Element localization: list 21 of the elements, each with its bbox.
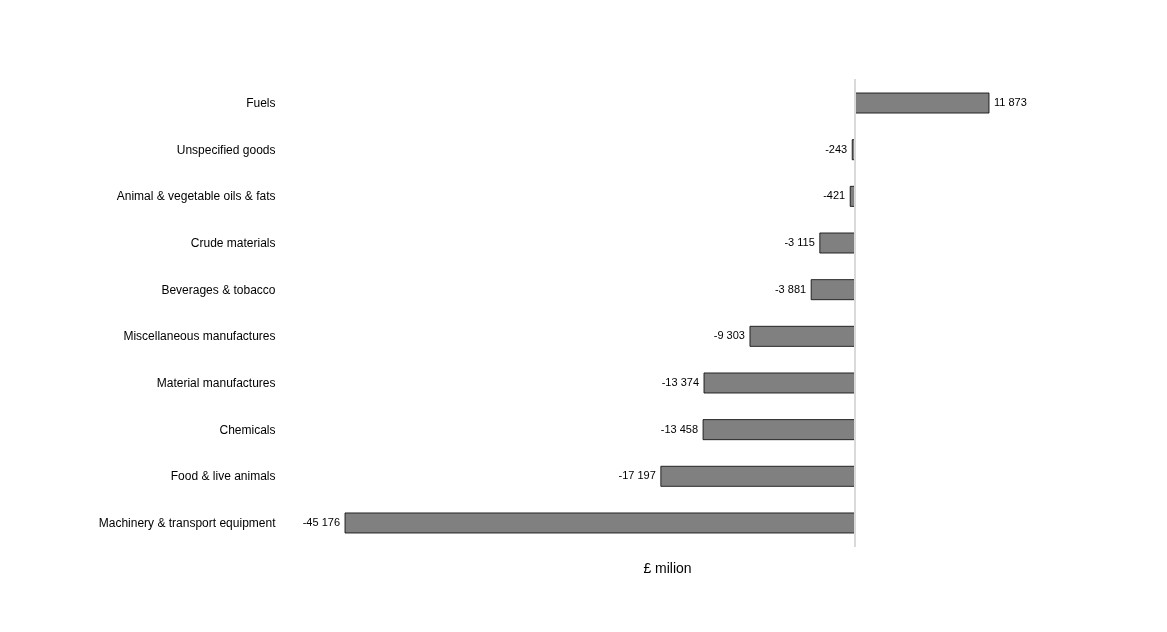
y-tick-label: Fuels <box>246 96 276 111</box>
y-tick-label: Food & live animals <box>170 469 276 484</box>
data-label: -3 881 <box>774 282 807 295</box>
y-tick-label: Machinery & transport equipment <box>98 515 277 530</box>
data-label: -13 374 <box>661 375 699 388</box>
data-label: -3 115 <box>784 236 815 249</box>
data-label: -9 303 <box>713 329 745 342</box>
x-axis-title: £ milion <box>643 559 692 576</box>
y-tick-label: Crude materials <box>190 236 276 251</box>
y-tick-label: Miscellaneous manufactures <box>123 329 276 344</box>
y-tick-label: Material manufactures <box>156 375 276 390</box>
data-label: 11 873 <box>994 96 1027 109</box>
data-label: -17 197 <box>618 469 656 482</box>
data-label: -421 <box>823 189 846 202</box>
y-tick-label: Animal & vegetable oils & fats <box>116 189 276 204</box>
data-label: -243 <box>825 142 848 155</box>
y-tick-label: Unspecified goods <box>176 142 276 157</box>
data-label: -45 176 <box>302 515 340 528</box>
data-label: -13 458 <box>660 422 699 435</box>
y-tick-label: Beverages & tobacco <box>161 282 276 297</box>
y-tick-label: Chemicals <box>219 422 276 437</box>
